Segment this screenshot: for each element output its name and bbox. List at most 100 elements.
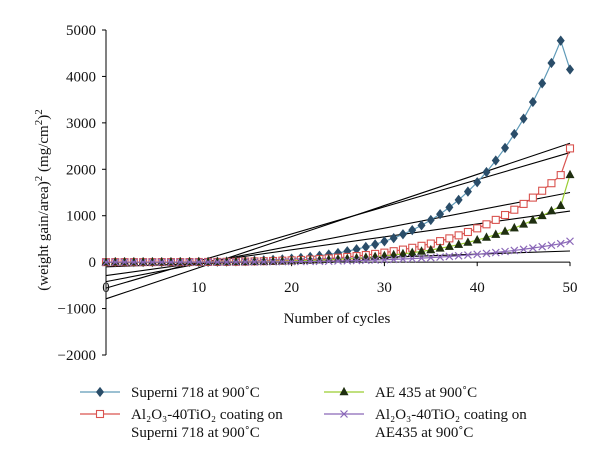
y-tick-label: −1000 [58,302,96,318]
x-marker-stroke [380,255,389,264]
coat_ae435-point [426,253,435,262]
legend-label: Superni 718 at 900˚C [131,385,260,401]
superni-point [565,64,575,75]
superni-point [417,220,426,231]
x-tick-label: 0 [102,280,110,296]
superni-point [463,186,472,197]
x-marker-stroke [519,245,528,254]
coat_ae435-point [389,255,398,264]
x-tick-label: 30 [377,280,392,296]
x-marker-stroke [491,248,500,257]
ae435-point [481,232,491,241]
x-tick-label: 20 [284,280,299,296]
x-marker-stroke [213,258,222,266]
series-coat_ae435 [102,237,574,267]
x-marker-stroke [139,258,148,267]
coat_ae435-point [287,257,296,266]
ae435-point [500,226,510,235]
x-marker-stroke [361,256,370,265]
legend-item-ae435: AE 435 at 900˚C [324,385,477,401]
coat_superni-point [454,231,463,240]
series-line-coat_superni [106,148,571,263]
coat_ae435-point [519,245,528,254]
x-marker-stroke [389,255,398,264]
x-marker-stroke [296,257,305,266]
y-label-superscript: 2 [33,120,45,126]
ae435-point [463,237,473,246]
y-label-part: (mg/cm [36,125,52,176]
coat_ae435-point [167,258,175,267]
ae435-point [435,243,445,252]
coat_superni-point [463,227,472,237]
x-marker-stroke [167,258,175,267]
coat_ae435-point [213,258,222,266]
coat_superni-point [556,171,565,180]
y-tick-label: 4000 [66,69,96,85]
x-marker-stroke [528,244,537,252]
coat_ae435-point [343,256,352,265]
coat_ae435-point [547,241,556,250]
x-marker-stroke [102,258,110,267]
legend-label: AE435 at 900˚C [375,425,473,441]
superni-point [454,194,463,206]
coat_superni-point [482,220,491,229]
y-tick-label: −2000 [58,348,96,364]
x-tick-label: 50 [563,280,578,296]
coat_ae435-point [231,258,240,266]
x-marker-stroke [566,237,574,246]
ae435-point [565,169,575,179]
coat_ae435-point [148,258,157,267]
superni-point [538,78,547,89]
legend-item-coat_superni: Al₂O₃-40TiO₂ coating on Superni 718 at 90… [80,407,283,441]
x-marker-stroke [340,410,348,418]
x-marker-stroke [231,258,240,266]
coat_ae435-point [204,258,213,267]
superni-point [380,236,389,247]
superni-point [398,229,407,240]
ae435-point [528,215,538,224]
ae435-point [259,256,269,265]
x-marker-stroke [111,258,120,267]
x-marker-stroke [408,254,417,263]
coat_superni-point [565,144,575,153]
x-marker-stroke [399,255,407,263]
ae435-point [249,256,259,265]
ae435-point [398,248,408,258]
legend-label: AE 435 at 900˚C [375,385,477,401]
superni-point [361,241,370,253]
coat_ae435-point [324,257,333,266]
trendlines [105,142,571,300]
x-marker-stroke [194,258,203,267]
coat_ae435-point [556,239,565,248]
x-marker-stroke [129,258,138,267]
coat_superni-point [473,224,482,233]
y-axis-label: (weight gain/area)2 (mg/cm2)2 [33,109,52,290]
ae435-point [231,256,241,266]
coat_ae435-point [445,252,454,261]
coat_ae435-point [371,256,380,264]
coat_ae435-point [436,253,445,262]
coat_ae435-point [194,258,203,267]
x-marker-stroke [334,257,342,265]
coat_ae435-point [139,258,148,267]
coat_ae435-point [269,257,277,266]
y-tick-label: 3000 [66,116,96,132]
x-marker-stroke [510,246,519,255]
coat_ae435-point [222,258,231,266]
x-marker-stroke [157,258,166,267]
coat_ae435-point [250,257,259,266]
x-axis-label: Number of cycles [284,311,391,327]
ae435-point [519,219,529,228]
superni-point [556,35,565,46]
tick-labels: 5000 4000 3000 2000 1000 0 −1000 −2000 0 10 20 30 40… [58,23,578,364]
x-marker-stroke [556,239,565,248]
x-marker-stroke [278,257,287,266]
x-marker-stroke [259,257,268,266]
ae435-point [444,241,454,250]
ae435-point [556,200,566,210]
x-marker-stroke [148,258,157,267]
legend-item-coat_ae435: Al₂O₃-40TiO₂ coating on AE435 at 900˚C [324,407,527,441]
x-marker-stroke [463,251,472,260]
superni-point [473,177,482,188]
